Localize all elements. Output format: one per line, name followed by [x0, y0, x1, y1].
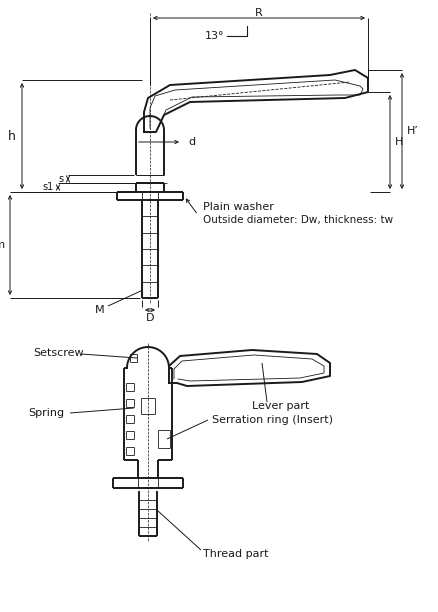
Text: Lm: Lm	[0, 240, 6, 250]
Text: R: R	[255, 8, 263, 18]
Text: D: D	[146, 313, 154, 323]
Text: Lever part: Lever part	[252, 401, 309, 411]
Text: Spring: Spring	[28, 408, 64, 418]
Text: 13°: 13°	[205, 31, 225, 41]
Text: Serration ring (Insert): Serration ring (Insert)	[212, 415, 333, 425]
Text: H’: H’	[407, 126, 419, 136]
Text: s1: s1	[43, 182, 54, 193]
Text: Setscrew: Setscrew	[33, 348, 84, 358]
Text: s: s	[59, 174, 64, 184]
Text: Thread part: Thread part	[203, 549, 268, 559]
Text: M: M	[95, 305, 105, 315]
Text: Plain washer: Plain washer	[203, 202, 274, 212]
Text: d: d	[188, 137, 195, 147]
Text: h: h	[8, 130, 16, 143]
Text: Outside diameter: Dw, thickness: tw: Outside diameter: Dw, thickness: tw	[203, 215, 393, 225]
Text: H: H	[395, 137, 403, 147]
